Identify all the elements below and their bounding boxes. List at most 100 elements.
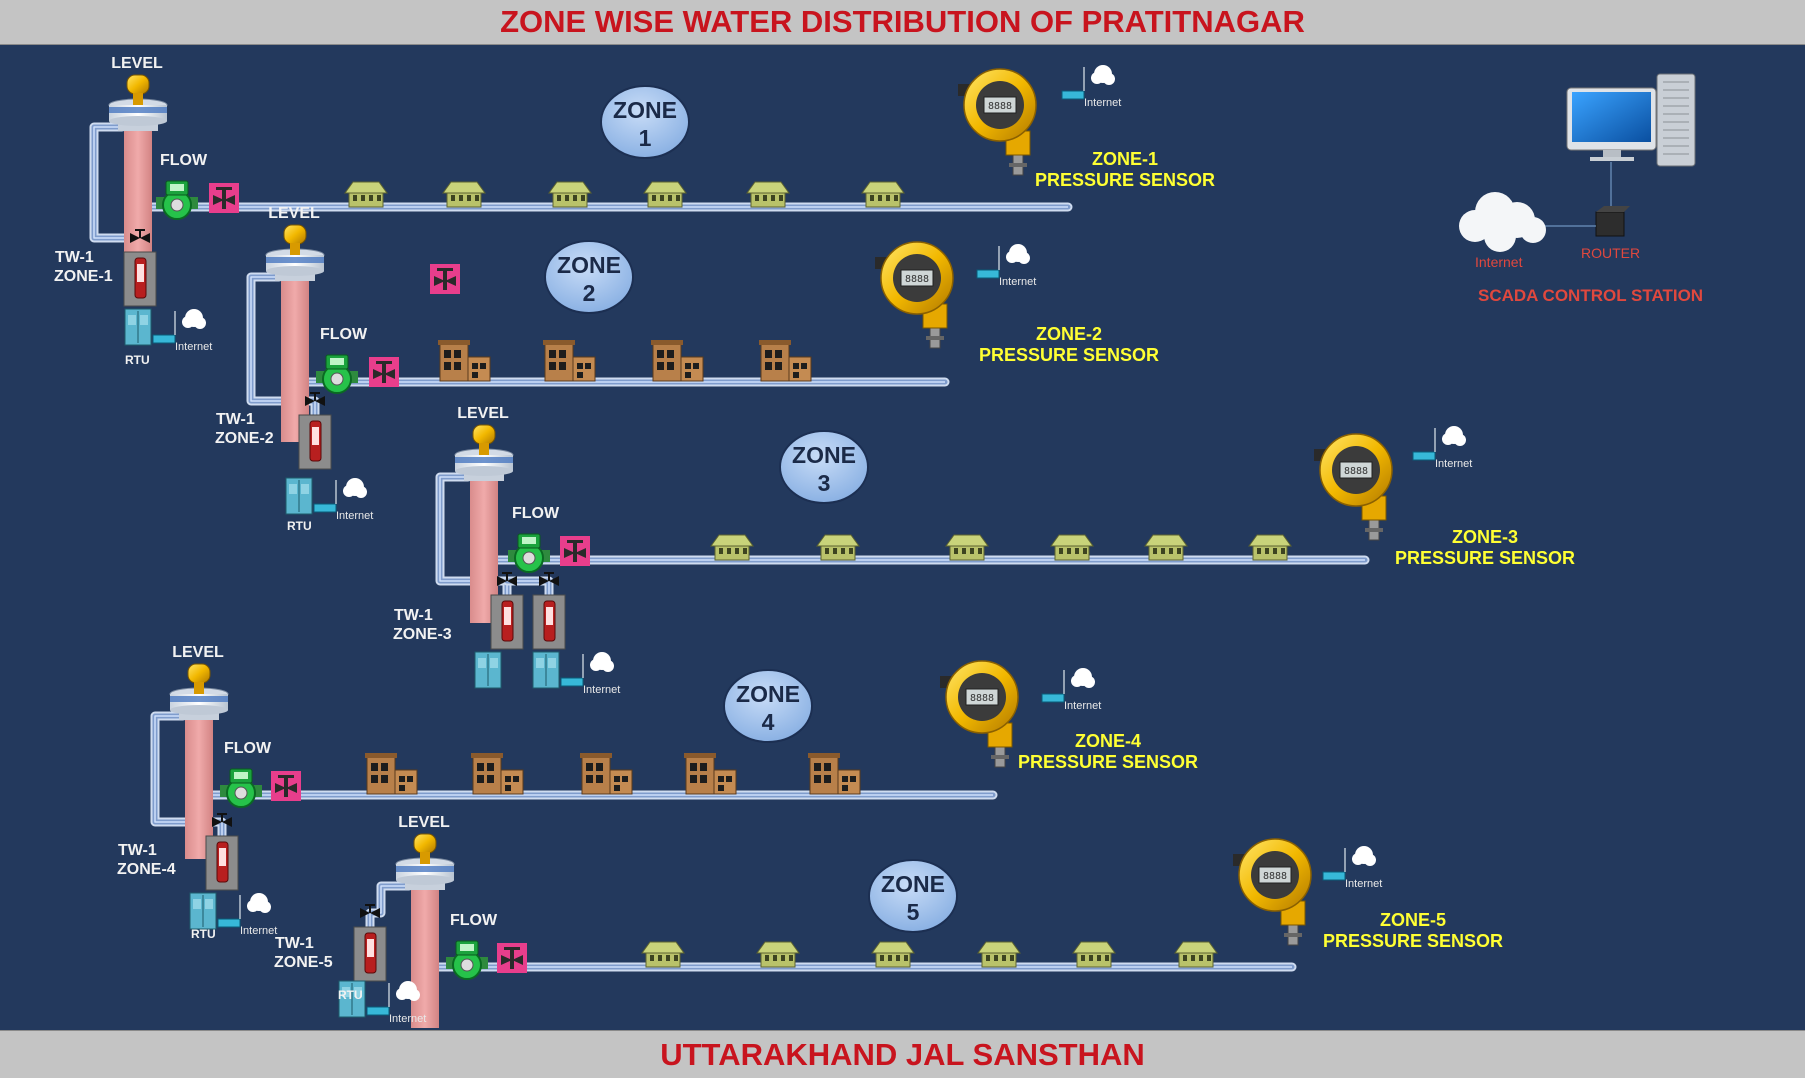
rtu-cabinet-icon (338, 980, 366, 1018)
pressure-transmitter-icon: 8888 (940, 660, 1019, 768)
pressure-transmitter-icon: 8888 (1233, 838, 1312, 946)
valve-icon (560, 536, 590, 566)
router-icon (1595, 206, 1630, 237)
desktop-computer-icon (1566, 73, 1696, 167)
internet-link: Internet (1041, 668, 1101, 712)
pipe-network (365, 881, 1297, 972)
pressure-sensor-text: PRESSURE SENSOR (1035, 170, 1215, 190)
pressure-sensor-text: PRESSURE SENSOR (1018, 752, 1198, 772)
internet-label: Internet (999, 276, 1036, 288)
valve-icon (497, 943, 527, 973)
flow-label: FLOW (450, 912, 498, 929)
building-hut-icon (1072, 941, 1116, 968)
tubewell-label: TW-1 ZONE-2 (215, 411, 274, 447)
tubewell-name: TW-1 (275, 935, 314, 952)
pipe-network (246, 272, 950, 420)
building-house-icon (543, 340, 596, 382)
zone-badge-number: 2 (583, 280, 596, 306)
flow-meter-icon (156, 180, 198, 220)
router-label: ROUTER (1581, 245, 1640, 261)
internet-label: Internet (583, 684, 620, 696)
rtu-label: RTU (125, 353, 150, 367)
internet-link: Internet (976, 244, 1036, 288)
scada-control-station: Internet ROUTER SCADA CONTROL STATION (1459, 73, 1703, 305)
buildings-row (438, 340, 812, 382)
pressure-sensor-zone: ZONE-2 (1036, 324, 1102, 344)
zone-badge-word: ZONE (736, 681, 800, 707)
pressure-transmitter-icon: 8888 (958, 68, 1037, 176)
flow-label: FLOW (512, 505, 560, 522)
pipe-network (150, 711, 998, 841)
zone-badge-number: 4 (762, 709, 775, 735)
cloud-icon (1459, 192, 1546, 252)
tubewell-zone: ZONE-5 (274, 954, 333, 971)
pressure-sensor-text: PRESSURE SENSOR (1395, 548, 1575, 568)
flow-meter-icon (220, 768, 262, 808)
zone-badge-number: 3 (818, 470, 831, 496)
building-hut-icon (945, 534, 989, 561)
tubewell-label: TW-1 ZONE-5 (274, 935, 333, 971)
cloud-icon (1091, 65, 1115, 85)
level-label: LEVEL (398, 814, 450, 831)
flow-meter-icon (316, 354, 358, 394)
building-hut-icon (1174, 941, 1218, 968)
tubewell-pump-icon (205, 835, 239, 891)
water-tower (265, 248, 325, 442)
building-hut-icon (816, 534, 860, 561)
zone-badge-number: 5 (907, 899, 920, 925)
valve-icon (209, 183, 239, 213)
cloud-icon (343, 478, 367, 498)
building-hut-icon (641, 941, 685, 968)
gate-valve-icon (497, 572, 517, 586)
gate-valve-icon (130, 229, 150, 243)
building-hut-icon (442, 181, 486, 208)
pressure-sensor-zone: ZONE-4 (1075, 731, 1141, 751)
level-sensor-icon (187, 663, 211, 694)
zone-badge-word: ZONE (613, 97, 677, 123)
cloud-icon (1006, 244, 1030, 264)
gate-valve-icon (539, 572, 559, 586)
building-house-icon (651, 340, 704, 382)
building-house-icon (684, 753, 737, 795)
tubewell-pump-icon (123, 251, 157, 307)
internet-label: Internet (1084, 97, 1121, 109)
pressure-sensor-text: PRESSURE SENSOR (1323, 931, 1503, 951)
flow-label: FLOW (320, 326, 368, 343)
rtu-label: RTU (338, 988, 363, 1002)
tubewell-zone: ZONE-2 (215, 430, 274, 447)
building-house-icon (580, 753, 633, 795)
building-house-icon (471, 753, 524, 795)
sensor-display: 8888 (988, 101, 1012, 112)
page-title: ZONE WISE WATER DISTRIBUTION OF PRATITNA… (0, 0, 1805, 45)
internet-label: Internet (175, 341, 212, 353)
level-label: LEVEL (268, 205, 320, 222)
cloud-icon (247, 893, 271, 913)
tubewell-pump-icon (298, 414, 332, 470)
buildings-row (641, 941, 1218, 968)
building-house-icon (808, 753, 861, 795)
building-hut-icon (1144, 534, 1188, 561)
building-house-icon (438, 340, 491, 382)
internet-link: Internet (366, 981, 426, 1025)
rtu-label: RTU (287, 519, 312, 533)
flow-label: FLOW (160, 152, 208, 169)
flow-meter-icon (446, 940, 488, 980)
building-hut-icon (643, 181, 687, 208)
building-hut-icon (871, 941, 915, 968)
tubewell-pump-icon (490, 594, 524, 650)
gate-valve-icon (212, 813, 232, 827)
buildings-row (344, 181, 905, 208)
cloud-icon (1352, 846, 1376, 866)
tubewell-zone: ZONE-4 (117, 861, 176, 878)
sensor-display: 8888 (905, 274, 929, 285)
